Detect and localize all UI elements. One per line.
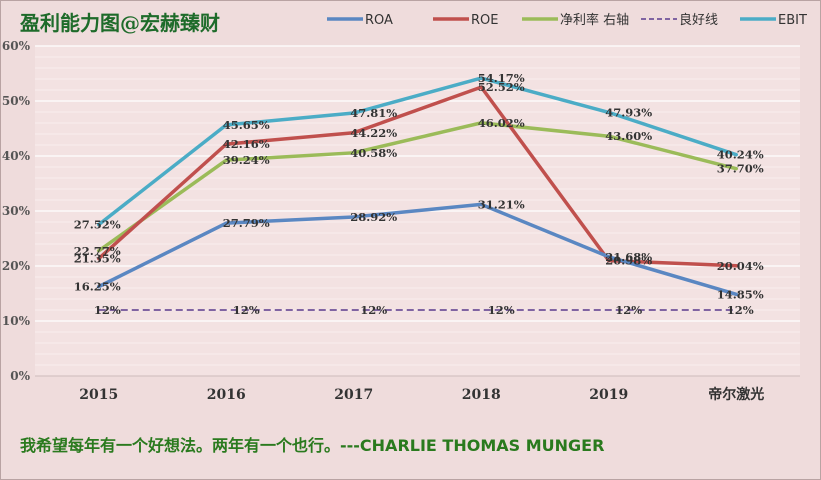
series-line-EBIT [97, 76, 738, 227]
x-tick-label: 2018 [462, 387, 501, 403]
data-label: 12% [488, 303, 515, 317]
legend-label: EBIT [778, 13, 807, 28]
data-label: 52.52% [478, 80, 525, 94]
y-tick-label: 50% [2, 94, 31, 108]
chart-title: 盈利能力图@宏赫臻财 [19, 11, 220, 35]
data-label: 45.65% [223, 118, 270, 132]
y-tick-label: 40% [2, 149, 31, 163]
data-label: 54.17% [478, 71, 525, 85]
data-label: 42.16% [223, 137, 270, 151]
data-label: 31.21% [478, 197, 525, 211]
x-tick-label: 2016 [207, 387, 246, 403]
y-tick-label: 0% [10, 369, 30, 383]
x-tick-label: 2017 [334, 387, 373, 403]
x-tick-label: 2015 [79, 387, 118, 403]
data-label: 27.52% [74, 218, 121, 232]
legend-label: 良好线 [679, 12, 718, 28]
data-label: 20.98% [605, 254, 652, 268]
data-label: 47.93% [605, 105, 652, 119]
data-label: 43.60% [605, 129, 652, 143]
data-label: 28.92% [350, 210, 397, 224]
data-label: 27.79% [223, 216, 270, 230]
data-label: 12% [233, 303, 260, 317]
data-label: 47.81% [350, 106, 397, 120]
y-tick-label: 10% [2, 314, 31, 328]
data-label: 16.25% [74, 280, 121, 294]
data-label: 37.70% [717, 162, 764, 176]
quote-text: 我希望每年有一个好想法。两年有一个也行。---CHARLIE THOMAS MU… [20, 436, 605, 455]
data-label: 12% [360, 303, 387, 317]
data-label: 46.02% [478, 116, 525, 130]
x-tick-label: 帝尔激光 [708, 386, 764, 403]
x-tick-label: 2019 [589, 387, 628, 403]
data-label: 12% [727, 303, 754, 317]
data-label: 14.85% [717, 287, 764, 301]
legend-label: ROA [365, 13, 393, 28]
legend-label: 净利率 右轴 [560, 12, 629, 28]
series-line-ROA [97, 202, 738, 297]
y-tick-label: 30% [2, 204, 31, 218]
legend-label: ROE [471, 13, 498, 28]
data-label: 44.22% [350, 126, 397, 140]
data-label: 40.24% [717, 148, 764, 162]
data-label: 12% [615, 303, 642, 317]
data-label: 39.24% [223, 153, 270, 167]
y-tick-label: 60% [2, 39, 31, 53]
data-label: 12% [94, 303, 121, 317]
data-label: 40.58% [350, 146, 397, 160]
series-line-净利率 右轴 [97, 121, 738, 253]
data-label: 20.04% [717, 259, 764, 273]
data-label: 22.77% [74, 244, 121, 258]
data-label: 21.68% [605, 250, 652, 264]
y-tick-label: 20% [2, 259, 31, 273]
data-label: 21.35% [74, 252, 121, 266]
